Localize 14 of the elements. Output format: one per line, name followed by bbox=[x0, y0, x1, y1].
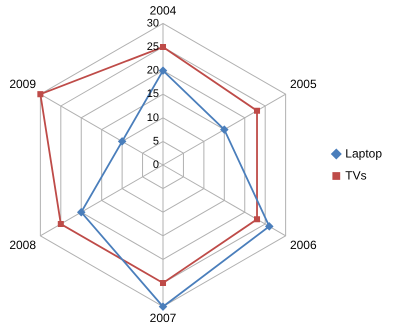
spoke-label: 2009 bbox=[9, 76, 36, 91]
spoke-label: 2007 bbox=[150, 311, 177, 326]
y-tick-label: 5 bbox=[152, 135, 159, 148]
legend-label: TVs bbox=[345, 168, 367, 182]
spoke-label: 2005 bbox=[290, 76, 317, 91]
y-tick-label: 25 bbox=[146, 41, 159, 54]
legend-label: Laptop bbox=[345, 146, 382, 160]
y-tick-label: 0 bbox=[152, 159, 159, 172]
spoke-label: 2006 bbox=[290, 238, 317, 252]
y-tick-label: 30 bbox=[146, 17, 159, 30]
spoke-label: 2008 bbox=[9, 238, 36, 252]
spoke-label: 2004 bbox=[150, 4, 177, 18]
y-tick-label: 20 bbox=[146, 64, 159, 77]
y-tick-label: 10 bbox=[146, 112, 159, 124]
